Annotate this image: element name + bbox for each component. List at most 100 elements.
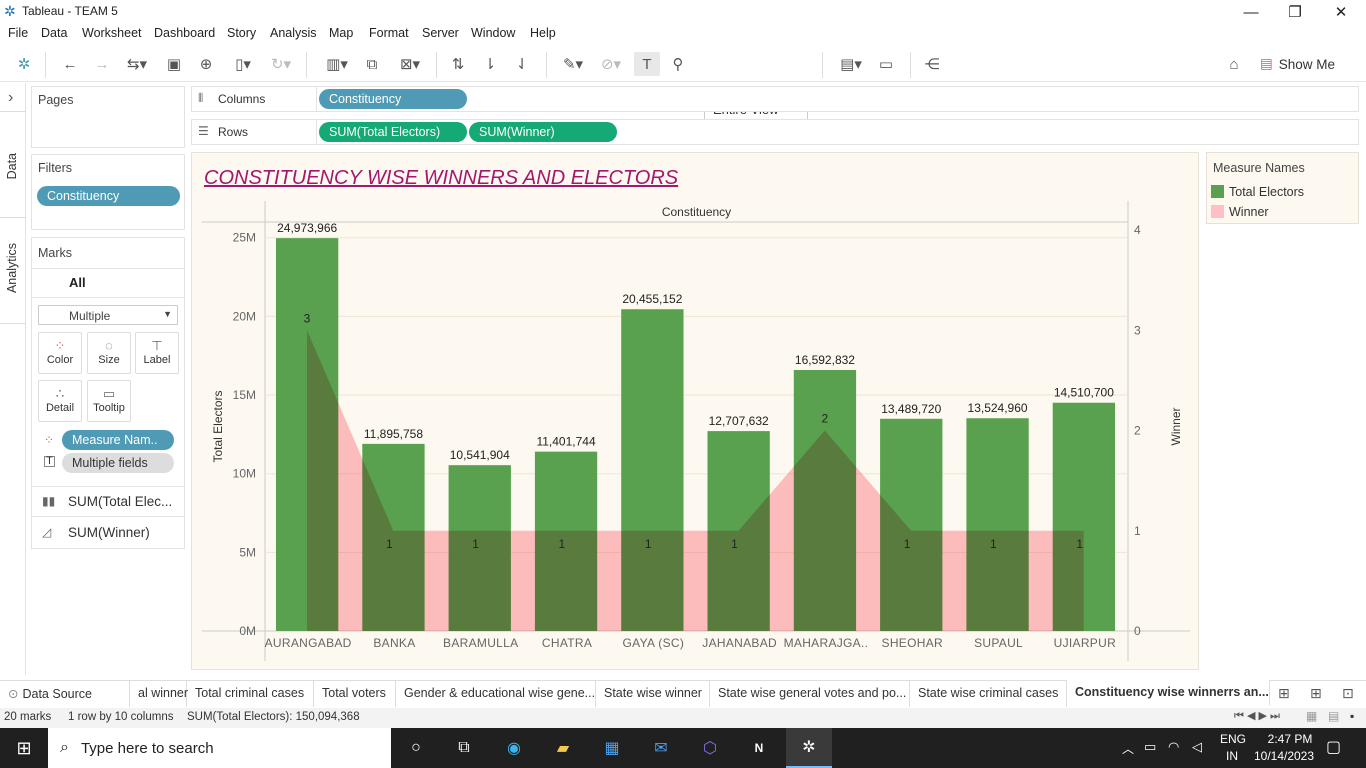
sort-ascending-icon[interactable]: ⇂ — [483, 56, 497, 73]
tab-constituency-wise-winners[interactable]: Constituency wise winnerrs an... — [1067, 680, 1270, 706]
task-view-icon[interactable]: ⧉ — [458, 739, 470, 756]
marks-total-electors-card[interactable]: ▮▮ SUM(Total Elec... — [32, 486, 184, 517]
new-story-tab-icon[interactable]: ⊡ — [1342, 685, 1354, 701]
size-button[interactable]: ◌ Size — [87, 332, 131, 374]
edge-icon[interactable]: ◉ — [507, 740, 521, 757]
x-tick-label: BANKA — [373, 636, 415, 650]
measure-names-pill[interactable]: Measure Nam.. — [62, 430, 174, 450]
new-worksheet-tab-icon[interactable]: ⊞ — [1278, 685, 1290, 701]
copilot-icon[interactable]: ⬡ — [703, 740, 717, 757]
show-labels-icon[interactable]: T — [634, 52, 660, 76]
color-button[interactable]: ⁘ Color — [38, 332, 82, 374]
label-button[interactable]: ⊤ Label — [135, 332, 179, 374]
restore-button[interactable]: ❐ — [1288, 4, 1302, 21]
legend-item-total-electors[interactable]: Total Electors — [1207, 181, 1358, 201]
share-icon[interactable]: ⋲ — [924, 56, 940, 73]
undo-icon[interactable]: ← — [62, 55, 78, 73]
columns-label: Columns — [218, 92, 266, 106]
expand-icon[interactable]: › — [8, 89, 14, 106]
legend-item-winner[interactable]: Winner — [1207, 201, 1358, 221]
mark-type-select[interactable]: Multiple ▼ — [38, 305, 178, 325]
mail-icon[interactable]: ✉ — [654, 740, 668, 757]
group-members-icon[interactable]: ⊘▾ — [600, 56, 622, 73]
data-tab[interactable]: Data — [5, 153, 19, 180]
fix-axes-icon[interactable]: ⚲ — [672, 56, 684, 73]
menu-help[interactable]: Help — [530, 26, 556, 40]
analytics-tab[interactable]: Analytics — [5, 243, 19, 294]
new-data-source-icon[interactable]: ⊕ — [199, 56, 213, 73]
area-data-label: 1 — [990, 537, 997, 551]
store-icon[interactable]: ▦ — [604, 740, 620, 757]
wifi-icon[interactable]: ◠ — [1168, 739, 1180, 754]
sort-descending-icon[interactable]: ⇃ — [515, 56, 529, 73]
tab-total-criminal-cases[interactable]: Total criminal cases — [187, 681, 314, 707]
filters-title: Filters — [38, 161, 73, 175]
clock-time[interactable]: 2:47 PM — [1267, 732, 1313, 746]
tab-state-wise-criminal-cases[interactable]: State wise criminal cases — [910, 681, 1067, 707]
menu-file[interactable]: File — [8, 26, 29, 40]
tab-winner[interactable]: al winner — [130, 681, 188, 707]
menu-format[interactable]: Format — [369, 26, 409, 40]
multiple-fields-pill[interactable]: Multiple fields — [62, 453, 174, 473]
tab-data-source[interactable]: ⊙ Data Source — [0, 681, 130, 707]
pause-updates-icon[interactable]: ▯▾ — [235, 56, 251, 73]
pages-card[interactable]: Pages — [31, 86, 185, 148]
duplicate-sheet-icon[interactable]: ⧉ — [366, 55, 378, 73]
detail-button[interactable]: ∴ Detail — [38, 380, 82, 422]
tooltip-button[interactable]: ▭ Tooltip — [87, 380, 131, 422]
show-cards-icon[interactable]: ▤▾ — [840, 56, 862, 73]
columns-constituency-pill[interactable]: Constituency — [319, 89, 467, 109]
clear-sheet-icon[interactable]: ⊠▾ — [399, 56, 421, 73]
format-painter-icon[interactable]: ⌂ — [1229, 55, 1239, 73]
highlight-icon[interactable]: ✎▾ — [562, 56, 584, 73]
rows-total-electors-pill[interactable]: SUM(Total Electors) — [319, 122, 467, 142]
tray-chevron-icon[interactable]: ︿ — [1122, 742, 1135, 756]
windows-start-icon[interactable]: ⊞ — [16, 737, 32, 758]
new-dashboard-tab-icon[interactable]: ⊞ — [1310, 685, 1322, 701]
menu-bar: File Data Worksheet Dashboard Story Anal… — [0, 24, 1366, 44]
tableau-home-icon[interactable]: ✲ — [17, 56, 31, 73]
menu-story[interactable]: Story — [227, 26, 257, 40]
minimize-button[interactable]: — — [1243, 3, 1259, 21]
show-me-button[interactable]: ▤ Show Me — [1260, 52, 1342, 76]
marks-all-tab[interactable]: All — [32, 268, 184, 298]
file-explorer-icon[interactable]: ▰ — [556, 740, 570, 757]
notion-icon[interactable]: N — [754, 741, 764, 755]
region-indicator: IN — [1226, 749, 1238, 763]
menu-map[interactable]: Map — [329, 26, 354, 40]
notification-icon[interactable]: ▢ — [1326, 739, 1342, 756]
menu-data[interactable]: Data — [41, 26, 68, 40]
battery-icon[interactable]: ▭ — [1144, 739, 1157, 754]
refresh-icon[interactable]: ↻▾ — [270, 56, 292, 73]
tab-state-wise-winner[interactable]: State wise winner — [596, 681, 710, 707]
swap-rows-columns-icon[interactable]: ⇅ — [451, 56, 465, 73]
presentation-mode-icon[interactable]: ▭ — [878, 56, 894, 73]
filter-constituency-pill[interactable]: Constituency — [37, 186, 180, 206]
bar-data-label: 16,592,832 — [795, 353, 855, 367]
tab-state-wise-general-votes[interactable]: State wise general votes and po... — [710, 681, 910, 707]
save-icon[interactable]: ▣ — [166, 56, 182, 73]
tab-gender-educational[interactable]: Gender & educational wise gene... — [396, 681, 596, 707]
redo-icon[interactable]: → — [94, 55, 110, 73]
menu-analysis[interactable]: Analysis — [270, 26, 317, 40]
language-indicator[interactable]: ENG — [1220, 732, 1247, 746]
sheet-nav-arrows-icon[interactable]: ⏮ ◀ ▶ ⏭ — [1234, 710, 1280, 722]
replace-data-icon[interactable]: ⇆▾ — [126, 56, 148, 73]
menu-dashboard[interactable]: Dashboard — [154, 26, 216, 40]
filmstrip-icon[interactable]: ▤ — [1328, 709, 1340, 723]
volume-icon[interactable]: ◁ — [1192, 739, 1202, 754]
tab-total-voters[interactable]: Total voters — [314, 681, 396, 707]
taskbar-search[interactable]: ⌕ Type here to search — [48, 728, 391, 768]
new-worksheet-icon[interactable]: ▥▾ — [326, 56, 348, 73]
rows-winner-pill[interactable]: SUM(Winner) — [469, 122, 617, 142]
cortana-icon[interactable]: ○ — [411, 739, 421, 756]
sheet-sorter-icon[interactable]: ▦ — [1306, 709, 1318, 723]
tableau-taskbar-icon[interactable]: ✲ — [786, 728, 832, 768]
menu-window[interactable]: Window — [471, 26, 516, 40]
tabs-view-icon[interactable]: ▪ — [1350, 709, 1355, 723]
marks-winner-card[interactable]: ◿ SUM(Winner) — [32, 518, 184, 549]
chart-svg[interactable]: Constituency 0M 5M 10M 15M 20M 25M 0 1 2 3 4 Total E… — [192, 153, 1200, 671]
menu-server[interactable]: Server — [422, 26, 459, 40]
menu-worksheet[interactable]: Worksheet — [82, 26, 142, 40]
close-button[interactable]: ✕ — [1334, 4, 1348, 21]
